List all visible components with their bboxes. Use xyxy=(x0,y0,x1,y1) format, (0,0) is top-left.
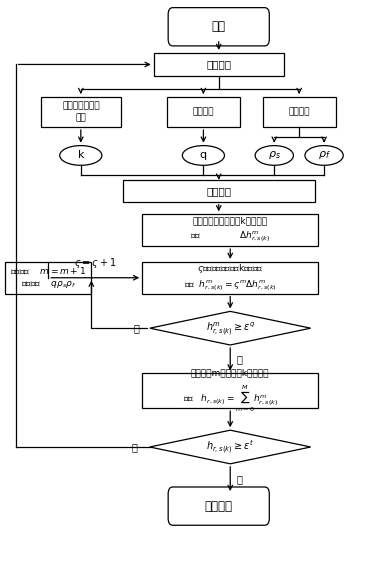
Polygon shape xyxy=(150,311,311,345)
Text: 开始: 开始 xyxy=(212,20,226,33)
Text: 磨损试验综合布
限元: 磨损试验综合布 限元 xyxy=(62,102,100,122)
Text: $\varsigma=\varsigma+1$: $\varsigma=\varsigma+1$ xyxy=(74,256,116,270)
FancyBboxPatch shape xyxy=(142,262,318,293)
FancyBboxPatch shape xyxy=(142,374,318,408)
Text: 齿廓变化m次后节点k累积磨损
深度   $h_{r,s(k)}=\sum_{m=0}^{M}h^m_{r,s(k)}$: 齿廓变化m次后节点k累积磨损 深度 $h_{r,s(k)}=\sum_{m=0}… xyxy=(183,368,278,414)
Text: 一个磨损周期内节点k累积磨损
深度              $\Delta h^m_{r,s(k)}$: 一个磨损周期内节点k累积磨损 深度 $\Delta h^m_{r,s(k)}$ xyxy=(190,217,270,244)
Ellipse shape xyxy=(182,146,225,166)
FancyBboxPatch shape xyxy=(167,97,240,127)
Ellipse shape xyxy=(305,146,343,166)
Text: $\rho_f$: $\rho_f$ xyxy=(318,149,331,162)
Text: $\varsigma$个磨损周期内节点k累积磨损
深度  $h^m_{r,s(k)}=\varsigma^m\Delta h^m_{r,s(k)}$: $\varsigma$个磨损周期内节点k累积磨损 深度 $h^m_{r,s(k)… xyxy=(184,262,277,293)
Ellipse shape xyxy=(255,146,293,166)
Text: q: q xyxy=(200,150,207,160)
Text: k: k xyxy=(78,150,84,160)
Text: 接触模型: 接触模型 xyxy=(193,107,214,116)
FancyBboxPatch shape xyxy=(5,262,91,293)
Text: $h^m_{r,s(k)} \geq \varepsilon^q$: $h^m_{r,s(k)} \geq \varepsilon^q$ xyxy=(206,320,255,336)
FancyBboxPatch shape xyxy=(263,97,336,127)
FancyBboxPatch shape xyxy=(142,214,318,246)
Text: 循环结束: 循环结束 xyxy=(205,500,233,512)
Text: 是: 是 xyxy=(237,474,243,484)
FancyBboxPatch shape xyxy=(168,8,269,46)
FancyBboxPatch shape xyxy=(168,487,269,525)
Text: $h_{r,s(k)} \geq \varepsilon^t$: $h_{r,s(k)} \geq \varepsilon^t$ xyxy=(206,439,254,456)
Text: 是: 是 xyxy=(237,354,243,364)
Text: 磨损计算: 磨损计算 xyxy=(206,186,231,196)
Text: 否: 否 xyxy=(132,442,137,452)
FancyBboxPatch shape xyxy=(123,180,315,202)
Text: 齿廓方程: 齿廓方程 xyxy=(288,107,310,116)
Ellipse shape xyxy=(60,146,102,166)
FancyBboxPatch shape xyxy=(41,97,121,127)
Polygon shape xyxy=(150,430,311,464)
FancyBboxPatch shape xyxy=(154,53,284,76)
Text: 原始参数: 原始参数 xyxy=(206,59,231,70)
Text: $\rho_s$: $\rho_s$ xyxy=(268,149,281,162)
Text: 否: 否 xyxy=(133,323,139,333)
Text: 齿廓变化    $m=m+1$
修正参数    $q\rho_s\rho_f$: 齿廓变化 $m=m+1$ 修正参数 $q\rho_s\rho_f$ xyxy=(10,266,86,290)
